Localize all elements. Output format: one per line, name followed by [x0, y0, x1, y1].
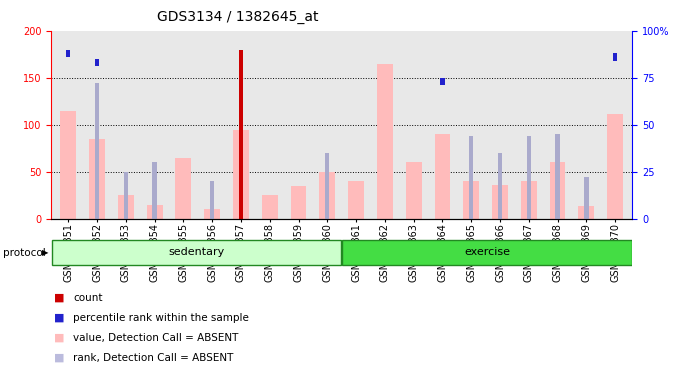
- Bar: [124, 172, 128, 219]
- Text: sedentary: sedentary: [168, 247, 224, 258]
- Text: ■: ■: [54, 293, 65, 303]
- Bar: [66, 50, 71, 57]
- Bar: [210, 181, 214, 219]
- Bar: [406, 162, 422, 219]
- Bar: [152, 162, 157, 219]
- Text: ■: ■: [54, 353, 65, 362]
- Bar: [233, 129, 249, 219]
- Bar: [118, 195, 134, 219]
- Bar: [549, 162, 566, 219]
- Bar: [440, 78, 445, 85]
- Text: ▶: ▶: [42, 248, 49, 257]
- Bar: [463, 181, 479, 219]
- Bar: [95, 59, 99, 66]
- Bar: [290, 186, 307, 219]
- Bar: [61, 111, 76, 219]
- Bar: [354, 22, 358, 29]
- Bar: [521, 181, 537, 219]
- Bar: [348, 181, 364, 219]
- Bar: [204, 210, 220, 219]
- Bar: [239, 18, 243, 25]
- Text: exercise: exercise: [464, 247, 510, 258]
- Bar: [239, 68, 243, 219]
- Bar: [607, 114, 623, 219]
- Bar: [147, 205, 163, 219]
- Text: GDS3134 / 1382645_at: GDS3134 / 1382645_at: [157, 10, 319, 23]
- Bar: [613, 53, 617, 61]
- Bar: [239, 50, 243, 219]
- Bar: [89, 139, 105, 219]
- Bar: [498, 153, 502, 219]
- Text: ■: ■: [54, 333, 65, 343]
- Text: rank, Detection Call = ABSENT: rank, Detection Call = ABSENT: [73, 353, 234, 362]
- Bar: [579, 206, 594, 219]
- Bar: [377, 64, 393, 219]
- Text: value, Detection Call = ABSENT: value, Detection Call = ABSENT: [73, 333, 239, 343]
- Text: protocol: protocol: [3, 248, 46, 258]
- Text: ■: ■: [54, 313, 65, 323]
- Bar: [469, 136, 473, 219]
- Bar: [584, 177, 588, 219]
- Bar: [262, 195, 277, 219]
- Bar: [320, 172, 335, 219]
- Bar: [526, 136, 531, 219]
- Bar: [492, 185, 508, 219]
- Bar: [435, 134, 450, 219]
- Bar: [175, 158, 191, 219]
- Bar: [52, 240, 341, 265]
- Bar: [342, 240, 632, 265]
- Text: percentile rank within the sample: percentile rank within the sample: [73, 313, 250, 323]
- Text: count: count: [73, 293, 103, 303]
- Bar: [95, 83, 99, 219]
- Bar: [556, 134, 560, 219]
- Bar: [325, 153, 330, 219]
